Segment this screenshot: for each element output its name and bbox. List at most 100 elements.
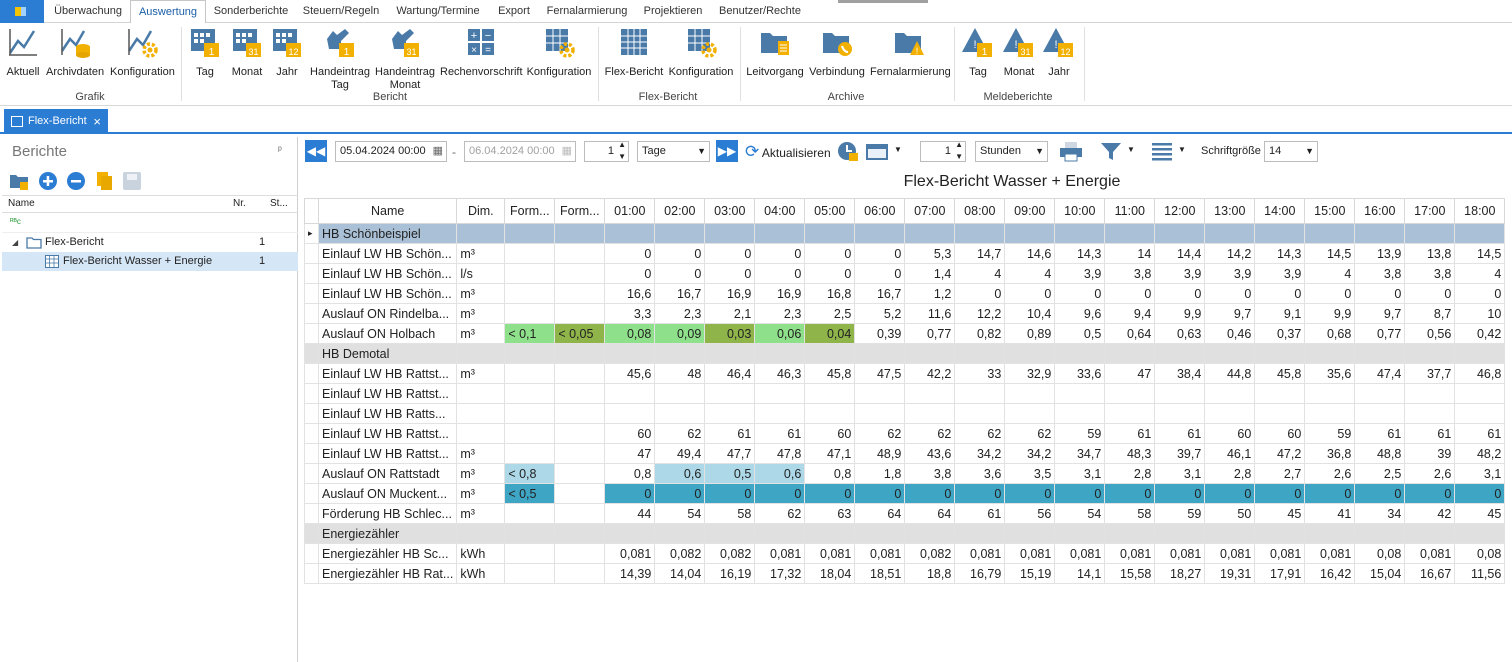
table-row[interactable]: Einlauf LW HB Rattst... — [304, 383, 1506, 404]
app-menu-button[interactable] — [0, 0, 44, 23]
print-icon[interactable] — [1059, 140, 1083, 162]
bericht-rechenvorschrift-button[interactable]: + − × = Rechenvorschrift — [440, 25, 523, 79]
flex-konfiguration-button[interactable]: Konfiguration — [668, 25, 734, 79]
chevron-down-icon[interactable]: ▼ — [1127, 145, 1135, 154]
tree-item-flex-bericht[interactable]: ◢ Flex-Bericht 1 — [2, 233, 298, 252]
tab-auswertung[interactable]: Auswertung — [130, 0, 206, 24]
grafik-aktuell-button[interactable]: Aktuell — [4, 25, 42, 79]
table-row[interactable]: Förderung HB Schlec... m³ 44 54 58 62 63 64 64 61… — [304, 503, 1506, 524]
meldeberichte-jahr-button[interactable]: ! 12 Jahr — [1042, 25, 1076, 79]
col-nr-header[interactable]: Nr. — [233, 198, 246, 209]
table-row[interactable]: Einlauf LW HB Ratts... — [304, 403, 1506, 424]
table-row[interactable]: Auslauf ON Holbach m³ < 0,1 < 0,05 0,08 0,09 0… — [304, 323, 1506, 344]
table-row[interactable]: Auslauf ON Muckent... m³ < 0,5 0 0 0 0 0 0 0 0 0 0 0 0… — [304, 483, 1506, 504]
refresh-button[interactable]: ⟳ Aktualisieren — [745, 141, 831, 162]
filter-icon[interactable] — [1100, 140, 1122, 162]
expand-triangle-icon[interactable]: ◢ — [12, 238, 19, 247]
table-row[interactable]: Auslauf ON Rattstadt m³ < 0,8 0,8 0,6 0,5 0,6 0… — [304, 463, 1506, 484]
archive-leitvorgang-button[interactable]: Leitvorgang — [746, 25, 804, 79]
period-count-spinner[interactable]: 1 ▲ ▼ — [584, 140, 629, 162]
tab-sonderberichte[interactable]: Sonderberichte — [213, 5, 289, 17]
column-header[interactable]: 06:00 — [854, 198, 906, 224]
column-header[interactable]: 15:00 — [1304, 198, 1356, 224]
column-header[interactable]: Dim. — [456, 198, 506, 224]
remove-icon[interactable] — [65, 170, 87, 192]
close-icon[interactable]: × — [93, 114, 101, 129]
column-header[interactable]: 08:00 — [954, 198, 1006, 224]
table-row[interactable]: Einlauf LW HB Schön... m³ 0 0 0 0 0 0 5,3 14,7 14,… — [304, 243, 1506, 264]
column-header[interactable]: 16:00 — [1354, 198, 1406, 224]
grafik-archivdaten-button[interactable]: Archivdaten — [46, 25, 104, 79]
archive-verbindung-button[interactable]: Verbindung — [808, 25, 866, 79]
chevron-down-icon[interactable]: ▼ — [1178, 145, 1186, 154]
next-period-button[interactable]: ▶▶ — [716, 140, 738, 162]
table-row[interactable]: Energiezähler HB Rat... kWh 14,39 14,04 16,1… — [304, 563, 1506, 584]
table-row[interactable]: Einlauf LW HB Schön... l/s 0 0 0 0 0 0 1,4 4 4 3,9 3… — [304, 263, 1506, 284]
previous-period-button[interactable]: ◀◀ — [305, 140, 327, 162]
column-header[interactable]: 01:00 — [604, 198, 656, 224]
column-header[interactable]: 09:00 — [1004, 198, 1056, 224]
column-header[interactable]: 04:00 — [754, 198, 806, 224]
calendar-icon[interactable]: ▦ — [432, 145, 443, 157]
archive-fernalarmierung-button[interactable]: ! Fernalarmierung — [870, 25, 951, 79]
interval-unit-select[interactable]: Stunden ▼ — [975, 141, 1048, 162]
new-folder-icon[interactable] — [8, 170, 30, 192]
group-row[interactable]: Energiezähler — [304, 523, 1506, 544]
copy-icon[interactable] — [93, 170, 115, 192]
tab-ueberwachung[interactable]: Überwachung — [54, 5, 122, 17]
column-header[interactable]: 02:00 — [654, 198, 706, 224]
table-row[interactable]: Auslauf ON Rindelba... m³ 3,3 2,3 2,1 2,3 2,5 5… — [304, 303, 1506, 324]
table-row[interactable]: Einlauf LW HB Rattst... m³ 45,6 48 46,4 46,3 4… — [304, 363, 1506, 384]
flex-bericht-button[interactable]: Flex-Bericht — [604, 25, 664, 79]
group-row[interactable]: HB Demotal — [304, 343, 1506, 364]
period-unit-select[interactable]: Tage ▼ — [637, 141, 710, 162]
bericht-konfiguration-button[interactable]: Konfiguration — [526, 25, 592, 79]
tab-wartung-termine[interactable]: Wartung/Termine — [396, 5, 480, 17]
column-header[interactable]: 03:00 — [704, 198, 756, 224]
column-header[interactable]: Form... — [554, 198, 606, 224]
column-header[interactable]: 07:00 — [904, 198, 956, 224]
doc-tab-flex-bericht[interactable]: Flex-Bericht × — [4, 109, 108, 134]
calendar-icon[interactable] — [865, 141, 889, 161]
col-status-header[interactable]: St... — [270, 198, 288, 209]
table-row[interactable]: Einlauf LW HB Rattst... m³ 47 49,4 47,7 47,8 4… — [304, 443, 1506, 464]
column-header[interactable]: Form... — [504, 198, 556, 224]
column-header[interactable]: Name — [317, 198, 458, 224]
tab-steuern-regeln[interactable]: Steuern/Regeln — [302, 5, 380, 17]
column-header[interactable]: 17:00 — [1404, 198, 1456, 224]
group-row[interactable]: ▸ HB Schönbeispiel — [304, 223, 1506, 244]
tab-benutzer-rechte[interactable]: Benutzer/Rechte — [719, 5, 801, 17]
column-header[interactable]: 11:00 — [1104, 198, 1156, 224]
interval-spinner[interactable]: 1 ▲ ▼ — [920, 140, 966, 162]
date-from-input[interactable]: 05.04.2024 00:00 ▦ — [335, 141, 447, 162]
column-header[interactable]: 18:00 — [1454, 198, 1506, 224]
tab-fernalarmierung[interactable]: Fernalarmierung — [546, 5, 628, 17]
row-layout-icon[interactable] — [1150, 140, 1174, 162]
tab-export[interactable]: Export — [498, 5, 530, 17]
grafik-konfiguration-button[interactable]: Konfiguration — [110, 25, 175, 79]
save-icon[interactable] — [121, 170, 143, 192]
table-row[interactable]: Einlauf LW HB Rattst... 60 62 61 61 60 62 62 62 6… — [304, 423, 1506, 444]
bericht-handeintrag-tag-button[interactable]: 1 Handeintrag Tag — [310, 25, 370, 92]
column-header[interactable]: 13:00 — [1204, 198, 1256, 224]
filter-row[interactable]: ᴿᴮc — [2, 213, 298, 233]
bericht-tag-button[interactable]: 1 Tag — [188, 25, 222, 79]
pin-icon[interactable]: ᵖ — [278, 145, 282, 156]
tree-item-flex-bericht-wasser-energie[interactable]: Flex-Bericht Wasser + Energie 1 — [2, 252, 298, 271]
spinner-arrows-icon[interactable]: ▲ ▼ — [955, 140, 963, 161]
chevron-down-icon[interactable]: ▼ — [894, 145, 902, 154]
meldeberichte-tag-button[interactable]: ! 1 Tag — [960, 25, 996, 79]
fontsize-select[interactable]: 14 ▼ — [1264, 141, 1318, 162]
col-name-header[interactable]: Name — [8, 198, 35, 209]
meldeberichte-monat-button[interactable]: ! 31 Monat — [1000, 25, 1038, 79]
column-header[interactable]: 14:00 — [1254, 198, 1306, 224]
column-header[interactable]: 12:00 — [1154, 198, 1206, 224]
column-header[interactable]: 10:00 — [1054, 198, 1106, 224]
bericht-handeintrag-monat-button[interactable]: 31 Handeintrag Monat — [374, 25, 436, 92]
bericht-monat-button[interactable]: 31 Monat — [228, 25, 266, 79]
column-header[interactable]: 05:00 — [804, 198, 856, 224]
add-icon[interactable] — [37, 170, 59, 192]
spinner-arrows-icon[interactable]: ▲ ▼ — [618, 140, 626, 161]
bericht-jahr-button[interactable]: 12 Jahr — [270, 25, 304, 79]
tab-projektieren[interactable]: Projektieren — [643, 5, 703, 17]
